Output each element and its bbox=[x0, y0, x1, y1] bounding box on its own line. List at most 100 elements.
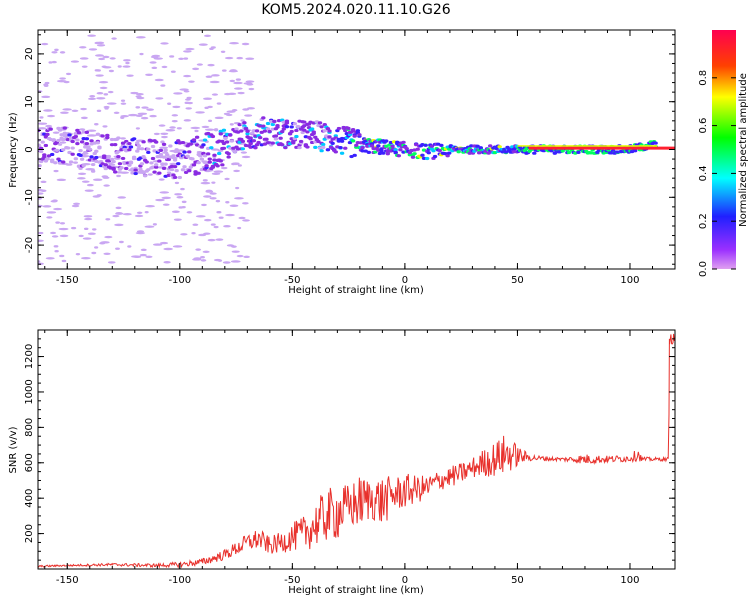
spectrogram-cell bbox=[131, 156, 137, 161]
spectrogram-cell bbox=[339, 136, 345, 141]
spectrogram-noise-cell bbox=[222, 261, 231, 264]
spectrogram-noise-cell bbox=[104, 235, 113, 239]
spectrogram-noise-cell bbox=[59, 254, 65, 258]
spectrogram-cell bbox=[103, 166, 108, 171]
spectrogram-cell bbox=[576, 150, 581, 154]
spectrogram-noise-cell bbox=[220, 50, 226, 53]
spectrogram-noise-cell bbox=[178, 57, 185, 61]
spectrogram-noise-cell bbox=[120, 114, 129, 118]
spectrogram-cell bbox=[322, 129, 327, 133]
spectrogram-noise-cell bbox=[59, 222, 66, 225]
spectrogram-cell bbox=[234, 127, 239, 131]
spectrogram-noise-cell bbox=[208, 119, 213, 123]
spectrogram-cell bbox=[171, 154, 176, 158]
spectrogram-cell bbox=[187, 150, 192, 154]
spectrogram-cell bbox=[445, 154, 450, 158]
spectrogram-cell bbox=[488, 144, 493, 148]
spectrogram-cell bbox=[213, 128, 219, 132]
spectrogram-noise-cell bbox=[246, 107, 255, 110]
spectrogram-cell bbox=[68, 160, 74, 164]
spectrogram-cell bbox=[560, 149, 565, 153]
spectrogram-cell bbox=[43, 135, 49, 139]
spectrogram-noise-cell bbox=[98, 57, 106, 61]
spectrogram-noise-cell bbox=[169, 162, 178, 166]
spectrogram-noise-cell bbox=[56, 178, 67, 182]
spectrogram-cell bbox=[116, 149, 121, 154]
spectrogram-cell bbox=[275, 125, 280, 129]
spectrogram-cell bbox=[61, 148, 66, 152]
spectrogram-noise-cell bbox=[178, 206, 184, 209]
spectrogram-cell bbox=[193, 170, 198, 174]
spectrogram-noise-cell bbox=[184, 101, 190, 105]
spectrogram-cell bbox=[424, 156, 430, 161]
spectrogram-noise-cell bbox=[245, 80, 255, 83]
spectrogram-noise-cell bbox=[155, 97, 164, 100]
spectrogram-noise-cell bbox=[44, 81, 50, 85]
spectrogram-cell bbox=[632, 149, 638, 153]
spectrogram-noise-cell bbox=[242, 108, 250, 111]
spectrogram-noise-cell bbox=[204, 218, 212, 222]
spectrogram-noise-cell bbox=[230, 260, 241, 263]
spectrogram-cell bbox=[497, 145, 502, 149]
spectrogram-noise-cell bbox=[113, 111, 120, 115]
x-tick-label: 100 bbox=[620, 575, 639, 586]
spectrogram-cell bbox=[67, 150, 72, 155]
spectrogram-noise-cell bbox=[225, 213, 235, 217]
spectrogram-cell bbox=[207, 157, 212, 161]
spectrogram-cell bbox=[49, 158, 55, 162]
spectrogram-cell bbox=[218, 159, 223, 163]
spectrogram-cell bbox=[51, 138, 56, 142]
spectrogram-cell bbox=[226, 152, 231, 156]
spectrogram-noise-cell bbox=[234, 197, 244, 200]
spectrogram-noise-cell bbox=[47, 114, 56, 118]
spectrogram-cell bbox=[283, 146, 288, 150]
spectrogram-cell bbox=[320, 142, 326, 147]
spectrogram-cell bbox=[346, 126, 351, 130]
spectrogram-cell bbox=[61, 160, 66, 164]
spectrogram-noise-cell bbox=[115, 206, 122, 210]
spectrogram-cell bbox=[289, 125, 294, 129]
spectrogram-noise-cell bbox=[46, 211, 57, 214]
spectrogram-cell bbox=[153, 140, 159, 144]
spectrogram-noise-cell bbox=[59, 141, 67, 144]
snr-y-axis: 200 400 600 800 1000 1200 bbox=[24, 329, 675, 570]
spectrogram-cell bbox=[245, 129, 250, 133]
spectrogram-noise-cell bbox=[61, 259, 67, 263]
spectrogram-noise-cell bbox=[225, 201, 230, 204]
spectrogram-noise-cell bbox=[71, 226, 77, 230]
spectrogram-cell bbox=[141, 171, 146, 175]
spectrogram-noise-cell bbox=[145, 73, 153, 76]
spectrogram-cell bbox=[265, 127, 271, 131]
spectrogram-cell bbox=[101, 156, 107, 160]
spectrogram-noise-cell bbox=[102, 66, 112, 69]
spectrogram-cell bbox=[366, 150, 372, 155]
spectrogram-cell bbox=[456, 150, 461, 154]
spectrogram-cell bbox=[165, 153, 170, 157]
spectrogram-noise-cell bbox=[159, 191, 170, 194]
spectrogram-noise-cell bbox=[107, 90, 114, 94]
spectrogram-cell bbox=[191, 138, 197, 142]
y-tick-label: 400 bbox=[24, 489, 35, 508]
spectrogram-cell bbox=[176, 162, 181, 166]
spectrogram-cell bbox=[319, 125, 324, 129]
x-tick-label: -50 bbox=[284, 275, 300, 286]
spectrogram-noise-cell bbox=[180, 187, 185, 191]
spectrogram-noise-cell bbox=[215, 238, 224, 241]
spectrogram-noise-cell bbox=[99, 86, 108, 90]
spectrogram-cell bbox=[273, 137, 279, 141]
spectrogram-noise-cell bbox=[209, 80, 220, 84]
spectrogram-noise-cell bbox=[165, 129, 176, 132]
spectrogram-cell bbox=[62, 126, 67, 130]
spectrogram-noise-cell bbox=[139, 52, 144, 56]
spectrogram-noise-cell bbox=[205, 190, 214, 193]
spectrogram-noise-cell bbox=[231, 245, 237, 248]
spectrogram-noise-cell bbox=[96, 97, 106, 100]
spectrogram-cell bbox=[245, 132, 250, 136]
spectrogram-noise-cell bbox=[229, 69, 237, 72]
spectrogram-noise-cell bbox=[79, 46, 87, 49]
spectrogram-cell bbox=[142, 174, 148, 178]
spectrogram-cell bbox=[270, 122, 275, 127]
spectrogram-cell bbox=[163, 162, 168, 166]
spectrogram-noise-cell bbox=[91, 251, 97, 255]
spectrogram-noise-cell bbox=[229, 123, 234, 126]
